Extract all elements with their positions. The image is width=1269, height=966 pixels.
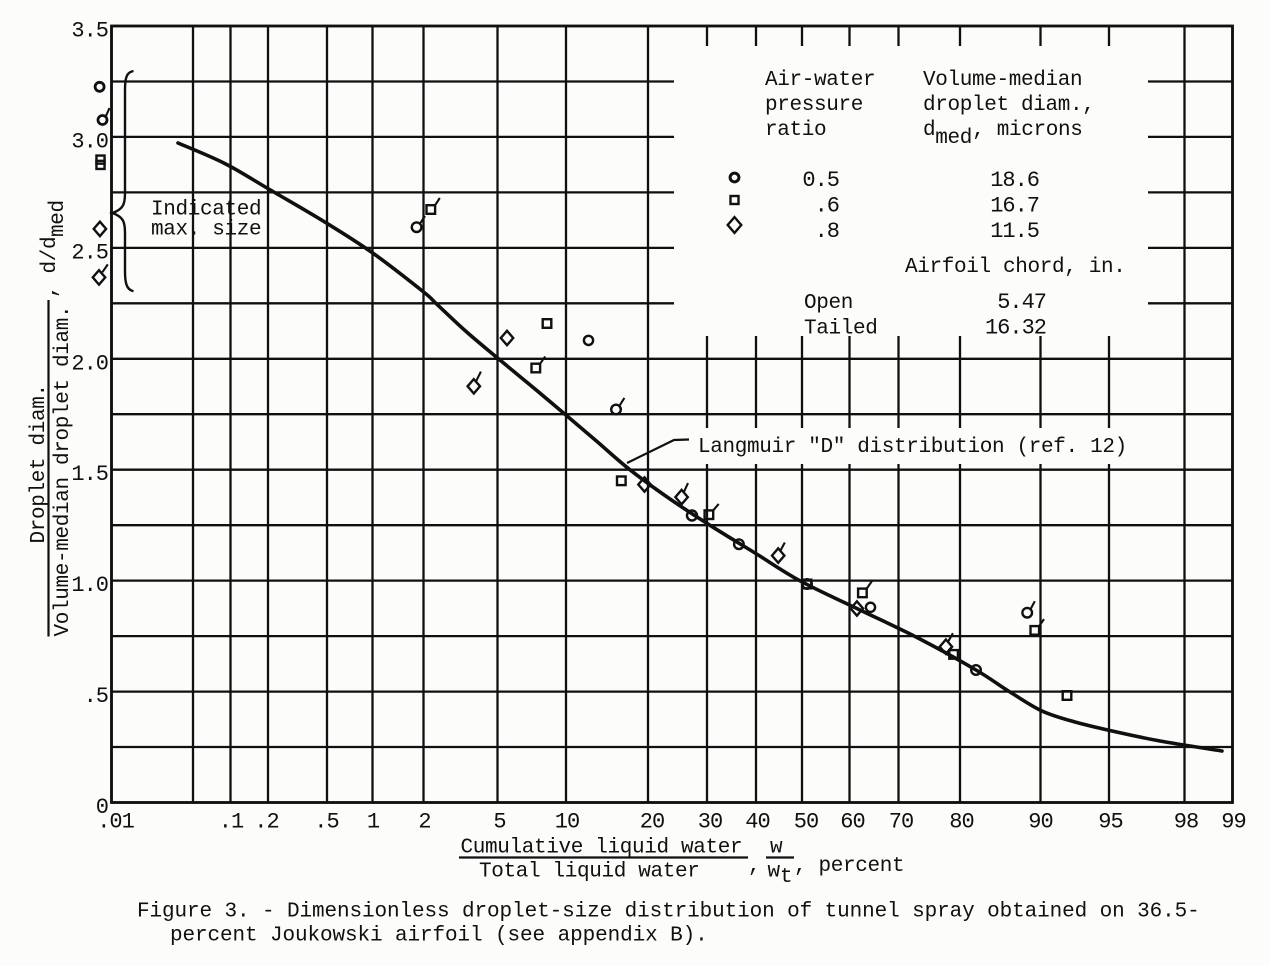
svg-text:.5: .5 xyxy=(314,810,338,835)
svg-text:.8: .8 xyxy=(815,219,839,244)
svg-text:90: 90 xyxy=(1028,810,1052,835)
svg-text:2: 2 xyxy=(418,810,430,835)
svg-text:5.47: 5.47 xyxy=(997,290,1046,315)
svg-text:percent Joukowski airfoil (see: percent Joukowski airfoil (see appendix … xyxy=(170,925,708,948)
svg-text:70: 70 xyxy=(889,810,913,835)
svg-text:3.5: 3.5 xyxy=(71,19,108,44)
svg-text:10: 10 xyxy=(555,810,579,835)
svg-text:max. size: max. size xyxy=(151,219,261,242)
svg-text:droplet diam.,: droplet diam., xyxy=(923,94,1095,117)
svg-text:w: w xyxy=(770,837,783,860)
svg-text:1.0: 1.0 xyxy=(71,573,108,598)
svg-text:d: d xyxy=(923,119,935,142)
svg-text:, percent: , percent xyxy=(794,855,904,878)
svg-text:Open: Open xyxy=(804,292,853,315)
svg-text:80: 80 xyxy=(949,810,973,835)
svg-text:ratio: ratio xyxy=(765,119,826,142)
svg-text:pressure: pressure xyxy=(765,94,863,117)
svg-text:, microns: , microns xyxy=(972,119,1082,142)
svg-text:3.0: 3.0 xyxy=(71,129,108,154)
svg-text:.01: .01 xyxy=(97,810,134,835)
svg-text:18.6: 18.6 xyxy=(990,168,1039,193)
svg-text:Droplet diam.: Droplet diam. xyxy=(28,384,51,543)
svg-text:2.5: 2.5 xyxy=(71,240,108,265)
svg-text:0: 0 xyxy=(96,795,108,820)
svg-text:.5: .5 xyxy=(84,684,108,709)
svg-text:med: med xyxy=(47,200,70,237)
svg-text:98: 98 xyxy=(1174,810,1198,835)
svg-text:Langmuir "D" distribution (ref: Langmuir "D" distribution (ref. 12) xyxy=(698,436,1127,459)
svg-text:Volume-median droplet diam.: Volume-median droplet diam. xyxy=(52,306,75,637)
svg-text:Airfoil chord, in.: Airfoil chord, in. xyxy=(905,256,1126,279)
svg-text:Tailed: Tailed xyxy=(804,318,878,341)
svg-text:Air-water: Air-water xyxy=(765,69,875,92)
svg-text:95: 95 xyxy=(1098,810,1122,835)
svg-text:2.0: 2.0 xyxy=(71,351,108,376)
svg-text:99: 99 xyxy=(1221,810,1245,835)
svg-text:Total liquid water: Total liquid water xyxy=(479,861,700,884)
svg-text:med: med xyxy=(935,127,972,150)
svg-text:,: , xyxy=(748,855,760,878)
svg-text:30: 30 xyxy=(698,810,722,835)
svg-text:.1: .1 xyxy=(219,810,244,835)
svg-text:0.5: 0.5 xyxy=(802,168,839,193)
svg-text:Volume-median: Volume-median xyxy=(923,69,1082,92)
svg-text:t: t xyxy=(780,866,792,889)
svg-text:60: 60 xyxy=(840,810,864,835)
svg-text:.2: .2 xyxy=(254,810,278,835)
svg-text:20: 20 xyxy=(640,810,664,835)
svg-text:5: 5 xyxy=(493,810,505,835)
svg-text:1: 1 xyxy=(367,810,380,835)
svg-text:, d/d: , d/d xyxy=(39,237,62,298)
svg-text:16.32: 16.32 xyxy=(985,316,1046,341)
svg-text:11.5: 11.5 xyxy=(990,219,1039,244)
svg-text:1.5: 1.5 xyxy=(71,462,108,487)
svg-text:50: 50 xyxy=(794,810,818,835)
svg-text:16.7: 16.7 xyxy=(990,194,1039,219)
svg-text:40: 40 xyxy=(745,810,769,835)
svg-text:Figure 3. - Dimensionless drop: Figure 3. - Dimensionless droplet-size d… xyxy=(137,901,1200,924)
svg-text:Cumulative liquid water: Cumulative liquid water xyxy=(461,837,743,860)
svg-text:.6: .6 xyxy=(815,194,839,219)
svg-text:w: w xyxy=(768,861,781,884)
svg-text:Indicated: Indicated xyxy=(151,199,261,222)
